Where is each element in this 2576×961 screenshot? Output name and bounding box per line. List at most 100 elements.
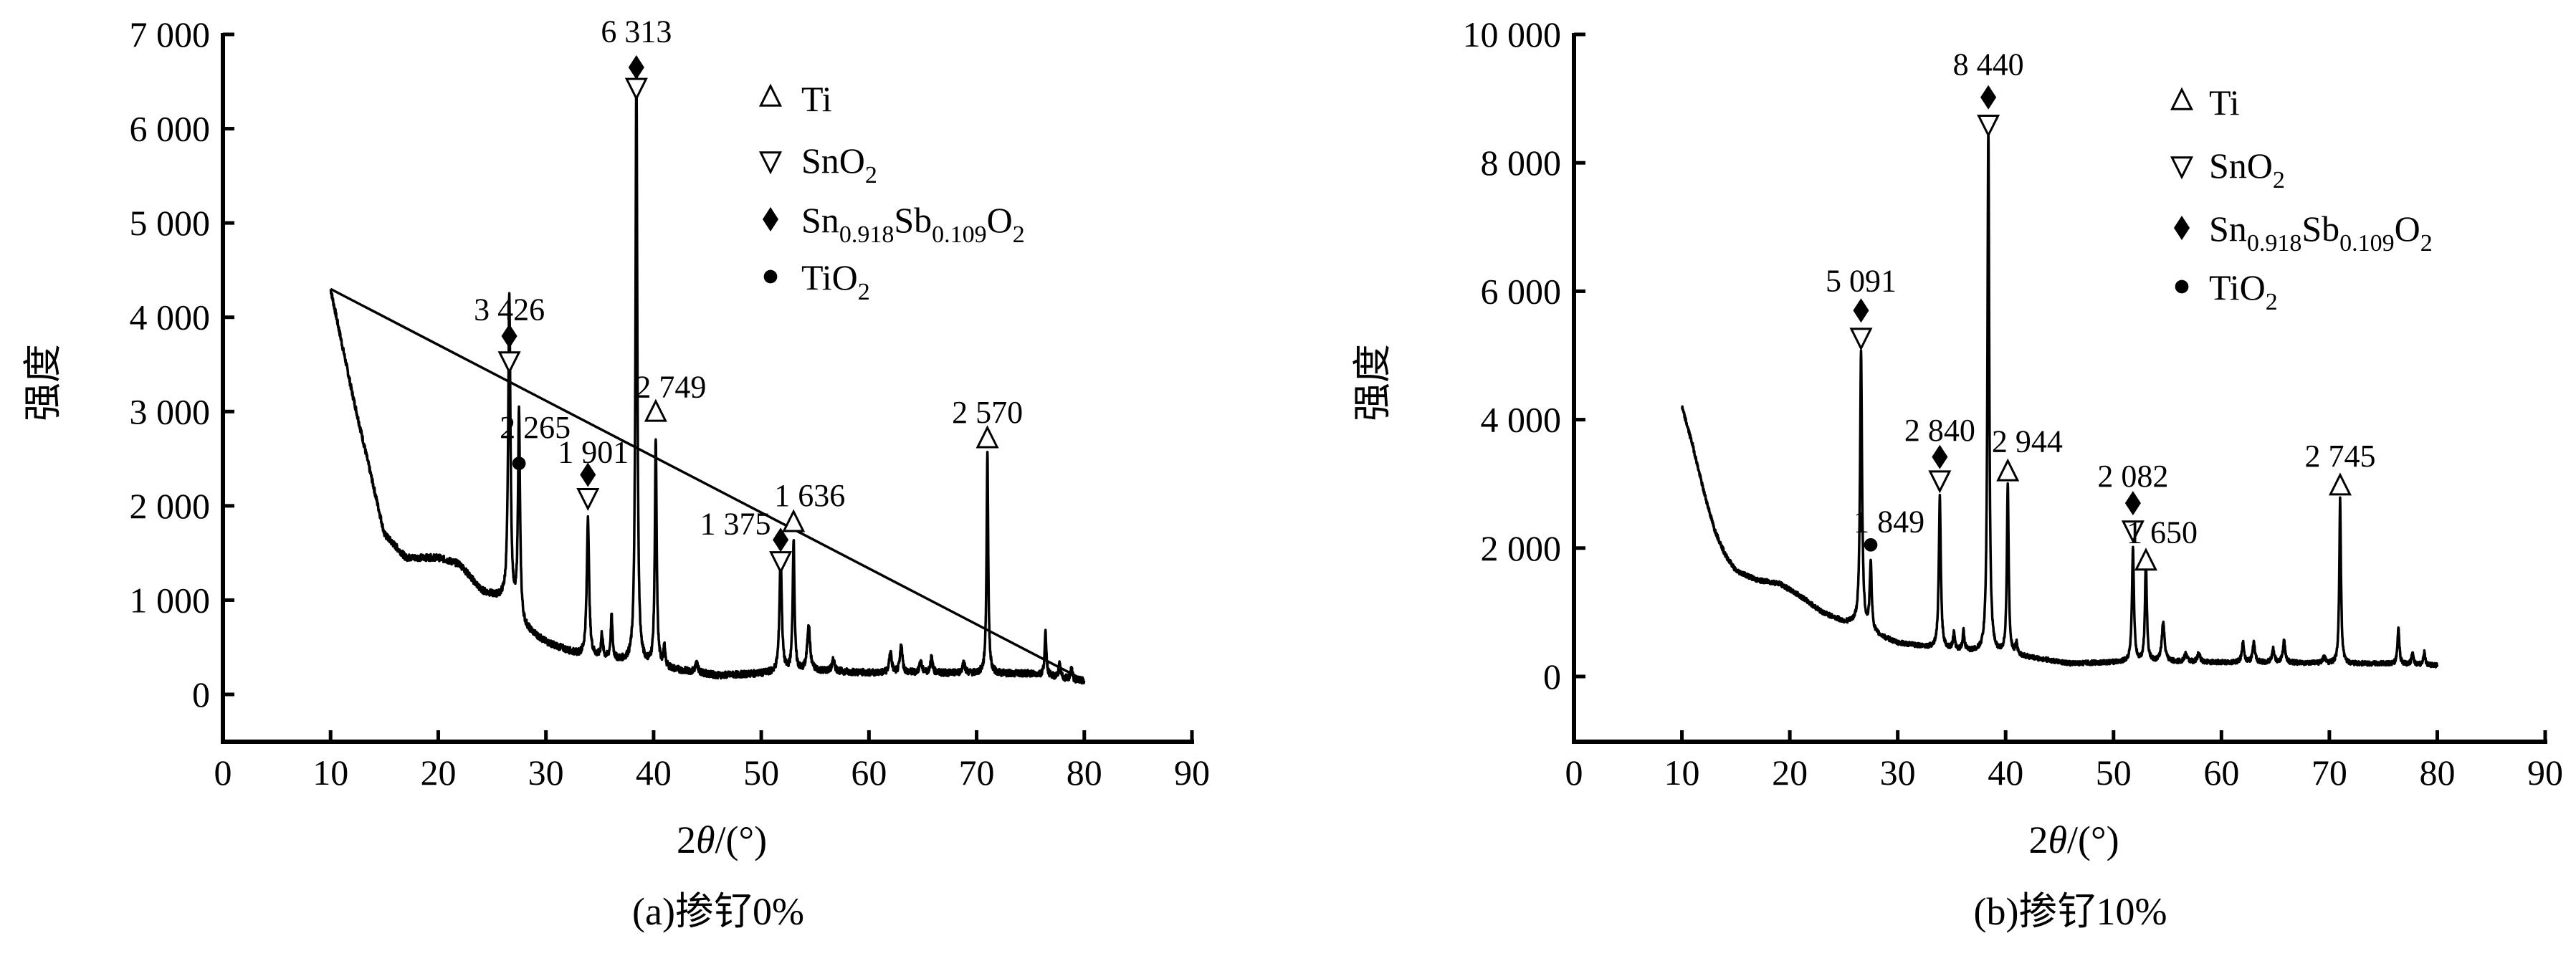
y-tick-label: 4 000 bbox=[130, 297, 211, 338]
legend-label-part: 2 bbox=[1013, 221, 1025, 248]
legend-label-part: 2 bbox=[858, 279, 870, 305]
x-tick-label: 70 bbox=[2312, 752, 2347, 793]
panel-caption: (a)掺钌0% bbox=[632, 890, 804, 933]
legend-item: Sn0.918Sb0.109O2 bbox=[2173, 209, 2433, 257]
peak-value-label: 2 840 bbox=[1904, 413, 1975, 448]
legend-label: SnO2 bbox=[2209, 145, 2285, 193]
peak-annotation: 1 901 bbox=[558, 434, 629, 512]
x-tick-label: 50 bbox=[743, 752, 779, 793]
panel-caption: (b)掺钌10% bbox=[1974, 890, 2167, 933]
x-axis-title: 2θ/(°) bbox=[677, 818, 767, 861]
legend-label-part: Sb bbox=[894, 200, 932, 240]
ti-marker-icon bbox=[1996, 458, 2020, 482]
peak-value-label: 2 745 bbox=[2304, 439, 2375, 474]
x-axis-title-part: /(°) bbox=[2067, 818, 2119, 861]
y-axis-title: 强度 bbox=[22, 344, 65, 421]
x-axis-title: 2θ/(°) bbox=[2028, 818, 2119, 861]
x-axis-title-part: 2 bbox=[677, 818, 696, 861]
x-axis-title-part: /(°) bbox=[715, 818, 767, 861]
snsbo2-marker-icon bbox=[1980, 85, 1997, 110]
sno2-marker-icon bbox=[1977, 114, 2000, 138]
legend-label-part: SnO bbox=[801, 140, 865, 181]
peak-annotation: 1 636 bbox=[774, 478, 845, 532]
peak-value-label: 1 375 bbox=[700, 506, 771, 541]
peak-value-label: 1 901 bbox=[558, 434, 629, 469]
peak-value-label: 6 313 bbox=[601, 14, 672, 49]
sno2-marker-icon bbox=[1849, 327, 1873, 351]
peak-annotation: 2 570 bbox=[952, 395, 1023, 449]
x-tick-label: 0 bbox=[1565, 752, 1583, 793]
legend-label-part: Sn bbox=[2209, 209, 2247, 249]
snsbo2-marker-icon bbox=[2124, 491, 2141, 516]
snsbo2-marker-icon bbox=[1853, 298, 1869, 323]
legend-label-part: 2 bbox=[865, 162, 877, 188]
sno2-marker-icon bbox=[2170, 156, 2194, 180]
x-tick-label: 60 bbox=[851, 752, 887, 793]
x-axis-title-part: 2 bbox=[2028, 818, 2048, 861]
legend-item: TiO2 bbox=[763, 257, 870, 305]
peak-value-label: 2 944 bbox=[1992, 424, 2063, 459]
peak-value-label: 8 440 bbox=[1953, 47, 2024, 82]
legend-label: TiO2 bbox=[2209, 267, 2278, 315]
y-axis-title: 强度 bbox=[1351, 344, 1394, 421]
ti-marker-icon bbox=[758, 83, 783, 107]
legend-label-part: 2 bbox=[2273, 167, 2285, 193]
snsbo2-marker-icon bbox=[773, 527, 789, 553]
legend-label-part: Sb bbox=[2301, 209, 2339, 249]
sno2-marker-icon bbox=[497, 351, 521, 375]
peak-annotation: 2 944 bbox=[1992, 424, 2063, 482]
x-tick-label: 40 bbox=[636, 752, 672, 793]
legend-label-part: 0.109 bbox=[2339, 230, 2395, 257]
x-axis-title-part: θ bbox=[2048, 818, 2067, 861]
peak-annotation: 2 749 bbox=[635, 370, 706, 422]
legend-label: Ti bbox=[2209, 82, 2240, 123]
tio2-marker-icon bbox=[1864, 537, 1878, 552]
sno2-marker-icon bbox=[1928, 470, 1952, 494]
chart-panel-a: 0 1 000 2 000 3 000 4 000 5 000 6 000 7 000 0 10 2… bbox=[22, 14, 1210, 933]
x-tick-label: 90 bbox=[1174, 752, 1210, 793]
legend-label-part: TiO bbox=[2209, 267, 2266, 307]
ti-marker-icon bbox=[644, 398, 667, 422]
legend-item: SnO2 bbox=[2170, 145, 2285, 193]
x-tick-label: 20 bbox=[420, 752, 456, 793]
peak-annotation: 1 375 bbox=[700, 506, 793, 575]
snsbo2-marker-icon bbox=[501, 324, 517, 349]
legend-item: Sn0.918Sb0.109O2 bbox=[762, 200, 1025, 248]
chart-panel-b: 0 2 000 4 000 6 000 8 000 10 000 0 10 20 30 40 50 60… bbox=[1351, 14, 2563, 933]
trend-line bbox=[330, 287, 1085, 682]
x-tick-label: 10 bbox=[313, 752, 348, 793]
peak-annotation: 5 091 bbox=[1826, 263, 1897, 351]
peak-value-label: 2 749 bbox=[635, 370, 706, 405]
legend-label-part: 0.109 bbox=[932, 221, 987, 248]
legend-label-part: 2 bbox=[2266, 289, 2278, 315]
x-tick-label: 70 bbox=[959, 752, 995, 793]
peak-annotation: 8 440 bbox=[1953, 47, 2024, 138]
x-tick-label: 0 bbox=[214, 752, 232, 793]
legend-label-part: 0.918 bbox=[2247, 230, 2302, 257]
peak-value-label: 1 849 bbox=[1854, 504, 1924, 539]
snsbo2-marker-icon bbox=[762, 207, 779, 231]
x-tick-label: 90 bbox=[2527, 752, 2563, 793]
y-tick-label: 4 000 bbox=[1481, 400, 1562, 440]
legend-label-part: Ti bbox=[2209, 82, 2240, 123]
sno2-marker-icon bbox=[624, 77, 648, 101]
sno2-marker-icon bbox=[576, 488, 600, 512]
tio2-marker-icon bbox=[2175, 279, 2189, 294]
y-tick-label: 2 000 bbox=[1481, 528, 1562, 568]
x-tick-label: 10 bbox=[1664, 752, 1700, 793]
y-tick-label: 1 000 bbox=[130, 580, 211, 620]
peak-annotation: 1 849 bbox=[1854, 504, 1924, 552]
ti-marker-icon bbox=[2134, 548, 2157, 571]
legend-label: Ti bbox=[801, 79, 832, 119]
legend-label: SnO2 bbox=[801, 140, 877, 188]
legend-item: Ti bbox=[2170, 82, 2240, 123]
legend-label-part: 2 bbox=[2420, 230, 2433, 257]
sno2-marker-icon bbox=[2121, 520, 2145, 544]
tio2-marker-icon bbox=[763, 269, 778, 284]
peak-annotation: 2 082 bbox=[2097, 459, 2168, 544]
legend-label-part: Ti bbox=[801, 79, 832, 119]
peak-value-label: 1 650 bbox=[2127, 515, 2198, 550]
legend-label-part: TiO bbox=[801, 257, 858, 297]
